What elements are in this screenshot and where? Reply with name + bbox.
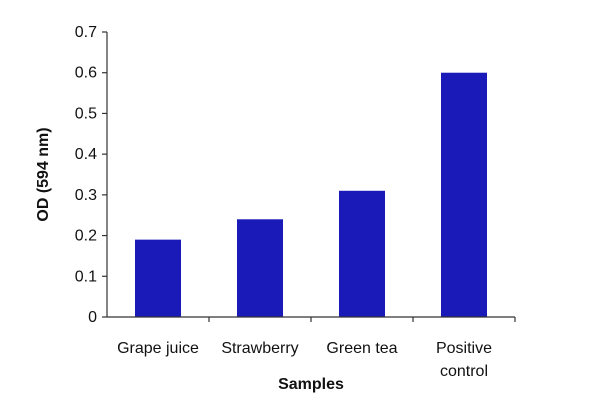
y-tick-label: 0.3: [75, 187, 97, 204]
y-tick-label: 0.4: [75, 146, 97, 163]
bar: [441, 72, 487, 317]
y-tick-label: 0.1: [75, 268, 97, 285]
bar: [135, 239, 181, 317]
y-tick-label: 0.6: [75, 65, 97, 82]
x-tick-label: Grape juice: [117, 340, 199, 357]
y-tick-label: 0.7: [75, 24, 97, 41]
x-tick-label: Strawberry: [221, 340, 298, 357]
y-axis-ticks: 0 0.1 0.2 0.3 0.4 0.5 0.6 0.7: [75, 24, 107, 326]
y-axis-title: OD (594 nm): [35, 127, 52, 221]
x-tick-label: Positive: [436, 340, 492, 357]
y-tick-label: 0: [88, 309, 97, 326]
x-axis-ticks: Grape juice Strawberry Green tea Positive co…: [117, 317, 516, 380]
y-tick-label: 0.2: [75, 228, 97, 245]
y-tick-label: 0.5: [75, 105, 97, 122]
bars: [135, 72, 487, 317]
x-axis-title: Samples: [278, 376, 344, 393]
x-tick-label: Green tea: [326, 340, 397, 357]
bar: [339, 190, 385, 317]
bar: [237, 219, 283, 317]
x-tick-label: control: [440, 363, 488, 380]
